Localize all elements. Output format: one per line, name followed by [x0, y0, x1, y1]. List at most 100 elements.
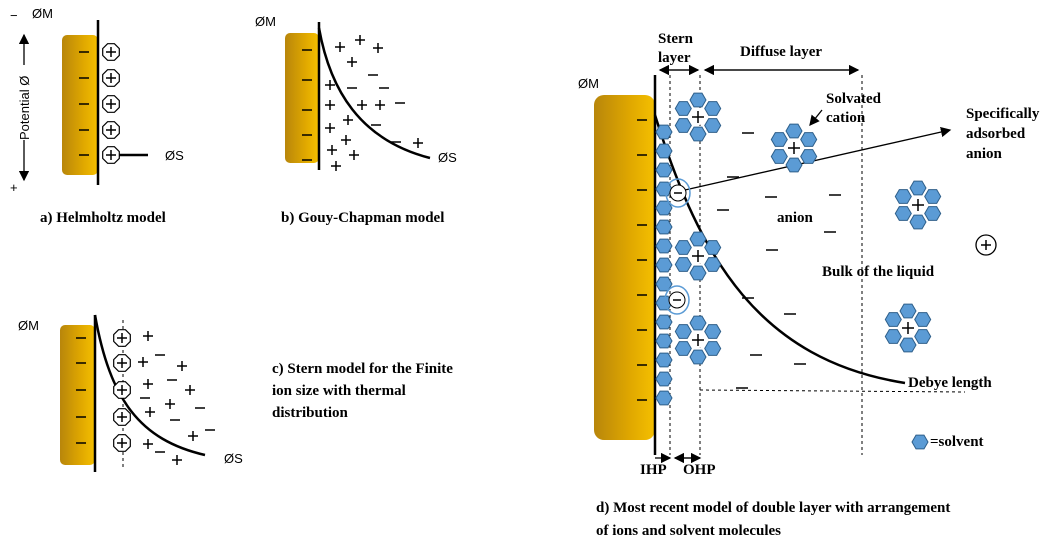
electrode — [60, 325, 95, 465]
plus — [335, 42, 345, 52]
plus — [143, 439, 153, 449]
solvent — [705, 241, 721, 255]
electrode — [62, 35, 98, 175]
plus — [357, 100, 367, 110]
plus — [143, 379, 153, 389]
solvent — [656, 220, 672, 234]
solvent — [912, 435, 928, 449]
solvent — [690, 232, 706, 246]
label: anion — [966, 146, 1003, 162]
caption: ion size with thermal — [272, 383, 406, 399]
solvent — [786, 158, 802, 172]
phi-m: ØM — [255, 14, 276, 29]
caption: c) Stern model for the Finite — [272, 361, 453, 377]
plus — [343, 115, 353, 125]
plus — [355, 35, 365, 45]
plus — [177, 361, 187, 371]
solvent — [925, 190, 941, 204]
label: layer — [658, 50, 691, 66]
label: Diffuse layer — [740, 44, 822, 60]
solvent — [705, 119, 721, 133]
label: IHP — [640, 462, 667, 478]
solvent — [656, 315, 672, 329]
electrode — [594, 95, 655, 440]
solvent — [690, 127, 706, 141]
solvent — [656, 239, 672, 253]
solvent — [885, 313, 901, 327]
caption: d) Most recent model of double layer wit… — [596, 500, 950, 516]
caption: b) Gouy-Chapman model — [281, 210, 444, 226]
solvent — [675, 325, 691, 339]
axis-label: Potential Ø — [17, 76, 32, 140]
axis-top: − — [10, 8, 18, 23]
solvent — [771, 150, 787, 164]
label: Debye length — [908, 375, 992, 391]
solvent — [675, 241, 691, 255]
plus — [341, 135, 351, 145]
solvent — [786, 124, 802, 138]
solvent — [690, 93, 706, 107]
solvent — [690, 266, 706, 280]
solvent — [675, 102, 691, 116]
plus — [375, 100, 385, 110]
arrows — [24, 35, 950, 458]
solvent — [675, 119, 691, 133]
plus — [145, 407, 155, 417]
solvent — [771, 133, 787, 147]
plus — [413, 138, 423, 148]
phi-m: ØM — [18, 318, 39, 333]
solvent — [915, 313, 931, 327]
plus — [327, 145, 337, 155]
solvent — [705, 258, 721, 272]
solvent — [690, 350, 706, 364]
solvent — [895, 190, 911, 204]
solvent — [656, 144, 672, 158]
label: anion — [777, 210, 814, 226]
solvent — [801, 150, 817, 164]
plus — [349, 150, 359, 160]
plus — [331, 161, 341, 171]
plus — [325, 100, 335, 110]
label: Specifically — [966, 106, 1040, 122]
solvent — [656, 391, 672, 405]
axis-bottom: + — [10, 180, 18, 195]
solvent — [656, 125, 672, 139]
plus — [373, 43, 383, 53]
solvent — [885, 330, 901, 344]
caption: a) Helmholtz model — [40, 210, 166, 226]
solvent — [910, 181, 926, 195]
solvent — [690, 316, 706, 330]
label: adsorbed — [966, 126, 1026, 142]
label: =solvent — [930, 434, 984, 450]
caption: of ions and solvent molecules — [596, 523, 781, 538]
solvent — [895, 207, 911, 221]
solvent — [900, 338, 916, 352]
phi-s: ØS — [438, 150, 457, 165]
plus — [325, 123, 335, 133]
phi-m: ØM — [578, 76, 599, 91]
caption: distribution — [272, 405, 349, 421]
solvent — [656, 258, 672, 272]
plus — [188, 431, 198, 441]
solvent — [656, 372, 672, 386]
label: OHP — [683, 462, 716, 478]
plus — [325, 80, 335, 90]
solvent — [656, 163, 672, 177]
plus — [185, 385, 195, 395]
phi-s: ØS — [224, 451, 243, 466]
solvent — [705, 342, 721, 356]
solvent — [656, 353, 672, 367]
solvent — [705, 102, 721, 116]
electrode — [285, 33, 319, 163]
phi-s: ØS — [165, 148, 184, 163]
solvent — [801, 133, 817, 147]
plus — [165, 399, 175, 409]
plus — [138, 357, 148, 367]
solvent — [705, 325, 721, 339]
solvent — [910, 215, 926, 229]
solvent — [675, 258, 691, 272]
solvent — [925, 207, 941, 221]
plus — [143, 331, 153, 341]
figure: ØM ØS a) Helmholtz model ØM ØS b) Gouy-C… — [0, 0, 1049, 538]
solvent — [675, 342, 691, 356]
